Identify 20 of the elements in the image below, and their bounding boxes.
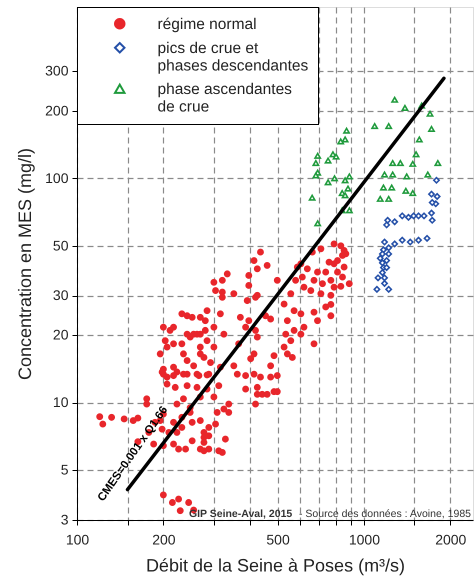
legend-label: pics de crue et phases descendantes bbox=[158, 40, 309, 74]
x-tick-label: 2000 bbox=[435, 532, 467, 548]
x-tick-label: 500 bbox=[266, 532, 290, 548]
annotation: - Source des données : Avoine, 1985 bbox=[298, 508, 472, 520]
y-tick-label: 200 bbox=[45, 102, 69, 118]
y-tick-label: 20 bbox=[52, 326, 69, 343]
x-tick-label: 200 bbox=[152, 532, 176, 548]
x-tick-label: 1000 bbox=[348, 532, 380, 548]
y-tick-label: 3 bbox=[60, 512, 69, 528]
y-tick-label: 50 bbox=[52, 237, 69, 254]
y-tick-label: 10 bbox=[52, 394, 69, 410]
y-tick-label: 300 bbox=[45, 62, 69, 79]
y-tick-label: 30 bbox=[52, 287, 69, 304]
x-axis-title: Débit de la Seine à Poses (m³/s) bbox=[146, 556, 406, 576]
legend-label: phase ascendantes de crue bbox=[158, 80, 292, 116]
annotation: GIP Seine-Aval, 2015 bbox=[188, 508, 292, 520]
legend-label: régime normal bbox=[158, 16, 257, 33]
y-tick-label: 5 bbox=[60, 462, 69, 478]
y-tick-label: 100 bbox=[45, 170, 69, 186]
y-axis-title: Concentration en MES (mg/l) bbox=[15, 148, 36, 380]
